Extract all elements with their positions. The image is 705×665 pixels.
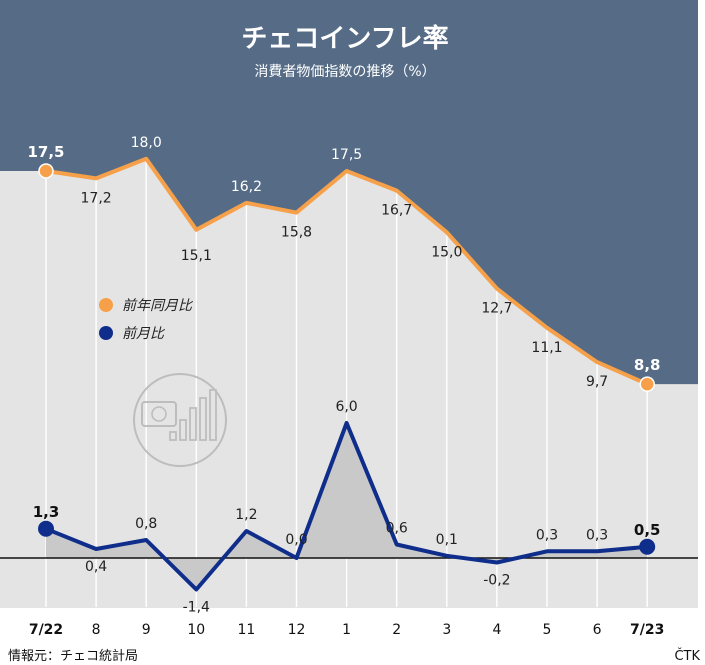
czk-bar-chart-icon (133, 373, 227, 467)
header-area (0, 0, 698, 385)
data-point-yoy (38, 163, 54, 179)
x-axis-ticks: 7/22 8 9 10 11 12 1 2 3 4 5 6 7/23 (29, 622, 665, 638)
icon-coin (151, 406, 167, 422)
x-tick-label: 11 (237, 622, 255, 638)
data-label-yoy: 8,8 (634, 356, 661, 374)
x-tick-label: 2 (392, 622, 401, 638)
data-label-yoy: 17,5 (331, 147, 362, 163)
data-label-mom: 1,3 (33, 503, 60, 521)
data-label-yoy: 17,2 (81, 190, 112, 206)
series-line-mom (45, 421, 648, 592)
icon-ring (133, 373, 227, 467)
data-label-yoy: 11,1 (531, 340, 562, 356)
x-tick-label: 8 (92, 622, 101, 638)
data-point-yoy (639, 376, 655, 392)
data-label-yoy: 15,8 (281, 225, 312, 241)
data-label-yoy: 15,1 (181, 248, 212, 264)
x-tick-label: 1 (342, 622, 351, 638)
mom-area-fill (46, 423, 648, 590)
icon-bar (169, 431, 177, 441)
data-label-yoy: 18,0 (131, 135, 162, 151)
data-label-mom: -1,4 (183, 600, 210, 616)
legend-swatch-yoy (99, 298, 113, 312)
x-tick-label: 6 (593, 622, 602, 638)
x-tick-label: 4 (492, 622, 501, 638)
data-label-mom: 0,3 (586, 527, 608, 543)
series-points (38, 163, 656, 555)
x-tick-label: 3 (442, 622, 451, 638)
x-tick-label: 10 (187, 622, 205, 638)
data-label-yoy: 12,7 (481, 301, 512, 317)
legend-swatch-mom (99, 326, 113, 340)
legend-label-mom: 前月比 (122, 326, 166, 342)
chart-subtitle: 消費者物価指数の推移（%） (254, 64, 435, 80)
x-tick-label: 9 (142, 622, 151, 638)
icon-bar (209, 389, 217, 441)
data-label-mom: 0,1 (436, 532, 458, 548)
data-label-yoy: 16,7 (381, 203, 412, 219)
data-label-mom: 6,0 (335, 399, 357, 415)
data-label-mom: 0,6 (386, 521, 408, 537)
data-label-mom: 0,4 (85, 559, 107, 575)
x-tick-label: 7/22 (29, 622, 63, 638)
data-point-mom (38, 520, 54, 537)
icon-banknote (141, 401, 177, 427)
data-labels: 17,5 17,2 18,0 15,1 16,2 15,8 17,5 16,7 15,0 12,7… (27, 135, 660, 616)
data-label-mom: -0,2 (483, 573, 510, 589)
series-line-yoy (45, 156, 649, 386)
data-label-mom: 0,0 (285, 532, 307, 548)
header-band (0, 0, 698, 385)
icon-bar (199, 397, 207, 441)
x-tick-label: 5 (543, 622, 552, 638)
series-lines (0, 156, 698, 592)
data-label-mom: 0,5 (634, 521, 661, 539)
titles: チェコインフレ率 消費者物価指数の推移（%） 情報元：チェコ統計局 ČTK (8, 23, 700, 664)
icon-bar (179, 419, 187, 441)
data-label-yoy: 17,5 (27, 143, 64, 161)
data-label-mom: 0,3 (536, 527, 558, 543)
credit-note: ČTK (674, 648, 700, 664)
data-label-yoy: 15,0 (431, 244, 462, 260)
data-label-yoy: 9,7 (586, 374, 608, 390)
data-label-yoy: 16,2 (231, 179, 262, 195)
x-tick-label: 7/23 (630, 622, 664, 638)
legend-label-yoy: 前年同月比 (122, 298, 194, 314)
source-note: 情報元：チェコ統計局 (8, 648, 138, 664)
icon-bar (189, 407, 197, 441)
mom-area (46, 423, 648, 590)
chart-title: チェコインフレ率 (241, 23, 448, 54)
x-tick-label: 12 (288, 622, 306, 638)
data-label-mom: 1,2 (235, 507, 257, 523)
data-label-mom: 0,8 (135, 516, 157, 532)
data-point-mom (639, 538, 656, 555)
